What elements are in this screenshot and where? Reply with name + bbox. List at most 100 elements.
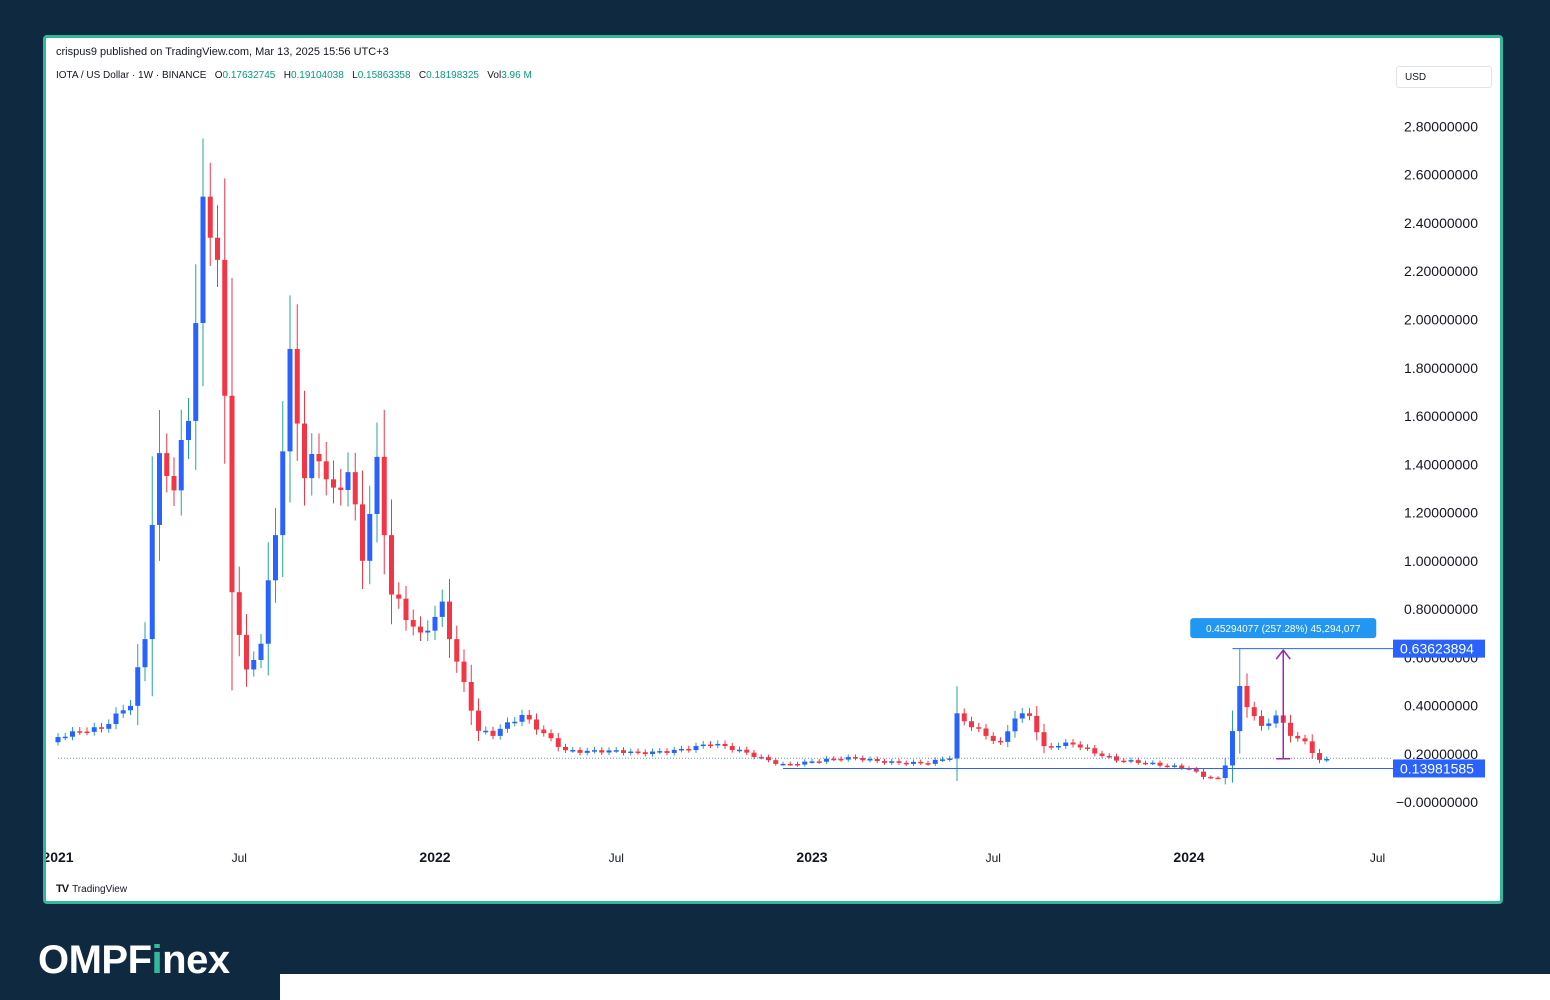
tradingview-icon: TV [56, 883, 69, 895]
candle-body [773, 760, 779, 764]
candle-body [903, 762, 909, 765]
candle-body [294, 349, 300, 424]
level-price-label: 0.63623894 [1400, 641, 1474, 657]
candle-body [679, 748, 684, 751]
price-tick-label: 2.00000000 [1404, 311, 1478, 327]
candle-body [222, 259, 228, 396]
candle-body [1056, 745, 1061, 748]
candle-body [1041, 732, 1047, 747]
price-chart[interactable]: 2.80000000 2.60000000 2.40000000 2.20000000… [46, 38, 1500, 901]
candle-body [512, 721, 518, 724]
candle-body [207, 196, 213, 238]
candle-body [302, 423, 307, 479]
candle-body [1266, 723, 1272, 726]
currency-selector[interactable]: USD [1396, 66, 1492, 88]
candle-body [729, 746, 735, 751]
candle-body [1244, 686, 1250, 708]
candle-body [381, 456, 387, 536]
candle-body [1251, 707, 1257, 717]
close-label: C [418, 70, 427, 81]
price-tick-label: 2.80000000 [1404, 118, 1478, 134]
candle-body [708, 744, 713, 747]
candle-body [1295, 735, 1301, 739]
candle-body [200, 196, 206, 324]
published-caption: crispus9 published on TradingView.com, M… [56, 46, 389, 58]
candle-body [1237, 686, 1243, 732]
candle-body [990, 735, 996, 741]
candle-body [215, 237, 220, 260]
high-value: 0.19104038 [290, 70, 344, 81]
time-tick-label: 2021 [46, 849, 74, 865]
candle-body [1027, 713, 1032, 716]
candle-body [1179, 765, 1185, 769]
candle-body [1005, 731, 1011, 742]
tradingview-logo[interactable]: TV TradingView [56, 883, 127, 895]
candle-body [483, 730, 489, 733]
candle-body [1317, 753, 1322, 760]
candle-body [113, 713, 119, 725]
candle-body [642, 752, 648, 755]
candle-body [882, 761, 887, 763]
candle-body [432, 616, 438, 631]
candle-body [519, 714, 525, 722]
candle-body [1114, 756, 1119, 761]
candle-body [896, 761, 902, 763]
candle-body [265, 580, 271, 644]
level-price-label: 0.13981585 [1400, 760, 1474, 776]
candle-body [309, 454, 315, 479]
candle-body [439, 601, 445, 617]
candle-body [461, 661, 467, 682]
candle-body [1106, 755, 1112, 758]
low-label: L [352, 70, 358, 81]
candle-body [1150, 762, 1156, 765]
candle-body [766, 757, 771, 761]
time-tick-label: Jul [986, 851, 1001, 865]
time-axis: 2021Jul2022Jul2023Jul2024Jul2025 [46, 849, 1385, 865]
candle-body [323, 461, 329, 480]
candle-body [932, 759, 938, 764]
candle-body [780, 763, 786, 766]
candle-body [1019, 713, 1025, 719]
time-tick-label: Jul [232, 851, 247, 865]
brand-name-main: OMPF [38, 938, 152, 982]
candle-body [1172, 765, 1177, 767]
vol-value: 3.96 M [501, 70, 532, 81]
candle-body [418, 626, 423, 633]
symbol-name[interactable]: IOTA / US Dollar · 1W · BINANCE [56, 70, 207, 81]
candle-body [1063, 742, 1069, 746]
candle-body [686, 748, 692, 751]
candle-body [838, 758, 844, 761]
high-label: H [283, 70, 291, 81]
candle-body [737, 749, 742, 752]
candle-body [940, 759, 945, 761]
candle-body [831, 758, 837, 761]
candle-body [650, 751, 655, 755]
candle-body [1048, 746, 1054, 748]
candle-body [142, 639, 148, 668]
candle-body [157, 453, 162, 525]
candle-body [599, 750, 605, 753]
candle-body [84, 731, 90, 734]
candle-body [758, 756, 764, 759]
candle-body [1201, 771, 1206, 777]
candle-body [628, 751, 634, 754]
candle-body [961, 713, 967, 722]
candle-body [1273, 715, 1279, 724]
candle-body [744, 749, 750, 753]
candle-body [998, 740, 1003, 743]
vol-label: Vol [487, 70, 502, 81]
level-price-label-box [1393, 639, 1485, 658]
candle-body [1034, 715, 1040, 733]
candle-body [280, 451, 286, 536]
candle-body [947, 758, 953, 760]
candle-body [621, 750, 626, 753]
brand-name-tail: nex [162, 938, 230, 982]
candle-body [258, 643, 264, 660]
candle-body [396, 594, 402, 599]
candles-layer [55, 138, 1330, 785]
candle-body [403, 598, 409, 621]
price-axis: 2.80000000 2.60000000 2.40000000 2.20000000… [1396, 118, 1478, 810]
time-tick-label: 2022 [419, 849, 450, 865]
close-value: 0.18198325 [426, 70, 479, 81]
candle-body [860, 758, 866, 761]
